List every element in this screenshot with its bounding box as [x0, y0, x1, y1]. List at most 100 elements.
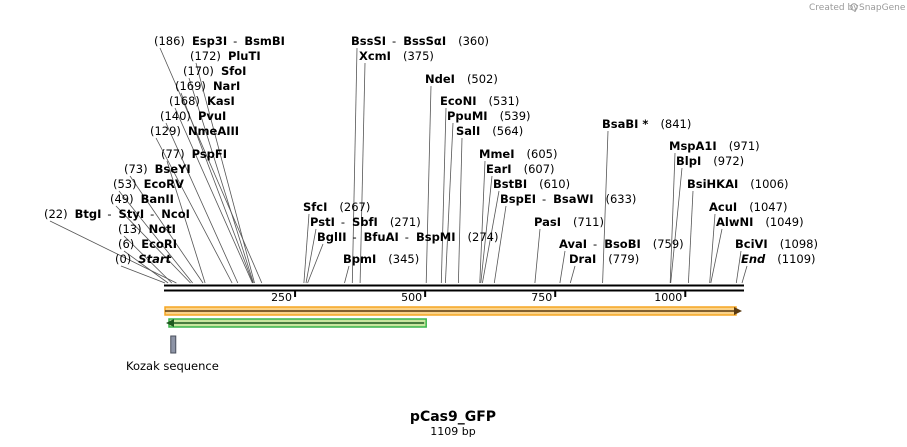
- site-label-bspei-bsawi[interactable]: BspEI - BsaWI (633): [500, 192, 636, 206]
- site-label-sali[interactable]: SalI (564): [456, 124, 523, 138]
- site-label-ecori[interactable]: (6) EcoRI: [118, 237, 177, 251]
- site-label-nari[interactable]: (169) NarI: [175, 79, 240, 93]
- enzyme-name: BsiHKAI: [687, 177, 738, 191]
- site-label-pspfi[interactable]: (77) PspFI: [161, 147, 227, 161]
- enzyme-name: NdeI: [425, 72, 455, 86]
- site-line-mspa1i: [669, 152, 676, 284]
- site-label-alwni[interactable]: AlwNI (1049): [716, 215, 804, 229]
- site-position: (1006): [750, 177, 788, 191]
- credit-brand: SnapGene: [859, 3, 906, 13]
- site-position: (375): [403, 49, 434, 63]
- site-label-btgi-styi-ncoi[interactable]: (22) BtgI - StyI - NcoI: [44, 207, 190, 221]
- site-label-xcmi[interactable]: XcmI (375): [359, 49, 434, 63]
- site-label-bpmi[interactable]: BpmI (345): [343, 252, 419, 266]
- site-position: (633): [605, 192, 636, 206]
- site-position: (1109): [777, 252, 815, 266]
- enzyme-name: BspMI: [416, 230, 456, 244]
- site-label-noti[interactable]: (13) NotI: [118, 222, 176, 236]
- site-label-start[interactable]: (0) Start: [115, 252, 172, 266]
- site-line-ecori: [123, 250, 169, 284]
- site-label-nmeaiii[interactable]: (129) NmeAIII: [150, 124, 239, 138]
- site-label-sfoi[interactable]: (170) SfoI: [183, 64, 246, 78]
- site-label-bsabi[interactable]: BsaBI * (841): [602, 117, 691, 131]
- site-line-alwni: [710, 228, 723, 284]
- site-label-bcivi[interactable]: BciVI (1098): [735, 237, 818, 251]
- site-label-kasi[interactable]: (168) KasI: [169, 94, 235, 108]
- enzyme-name: BtgI: [75, 207, 102, 221]
- site-label-mmei[interactable]: MmeI (605): [479, 147, 557, 161]
- site-label-drai[interactable]: DraI (779): [569, 252, 639, 266]
- site-line-banii: [115, 205, 191, 284]
- enzyme-name: PstI: [310, 215, 335, 229]
- site-label-bsihkai[interactable]: BsiHKAI (1006): [687, 177, 789, 191]
- plasmid-title: pCas9_GFP: [410, 409, 496, 425]
- site-label-pvui[interactable]: (140) PvuI: [160, 109, 226, 123]
- site-label-ppumi[interactable]: PpuMI (539): [447, 109, 531, 123]
- site-label-mspa1i[interactable]: MspA1I (971): [669, 139, 760, 153]
- enzyme-name: XcmI: [359, 49, 391, 63]
- snapgene-logo-icon: [850, 3, 858, 11]
- enzyme-name: SalI: [456, 124, 480, 138]
- site-line-pspfi: [166, 160, 206, 284]
- site-position: (170): [183, 64, 214, 78]
- enzyme-name: BciVI: [735, 237, 768, 251]
- site-label-end[interactable]: End (1109): [741, 252, 816, 266]
- site-label-avai-bsobi[interactable]: AvaI - BsoBI (759): [559, 237, 684, 251]
- site-position: (267): [339, 200, 370, 214]
- ruler-ticks: 250 500 750 1000: [271, 291, 687, 304]
- site-label-blpi[interactable]: BlpI (972): [676, 154, 744, 168]
- site-line-eari: [480, 175, 493, 284]
- site-line-avai-bsobi: [559, 250, 566, 284]
- site-line-end: [741, 265, 748, 284]
- site-position: (711): [573, 215, 604, 229]
- site-label-ndei[interactable]: NdeI (502): [425, 72, 498, 86]
- site-line-pasi: [534, 228, 541, 284]
- site-label-pasi[interactable]: PasI (711): [534, 215, 604, 229]
- site-line-mmei: [479, 160, 486, 284]
- enzyme-name: AlwNI: [716, 215, 753, 229]
- site-label-eari[interactable]: EarI (607): [486, 162, 555, 176]
- enzyme-name: BsaBI *: [602, 117, 648, 131]
- site-label-sfci[interactable]: SfcI (267): [303, 200, 370, 214]
- site-line-esp3i-bsmbi: [159, 47, 263, 284]
- site-line-kasi: [174, 107, 253, 284]
- site-label-psti-sbfi[interactable]: PstI - SbfI (271): [310, 215, 421, 229]
- enzyme-name: MmeI: [479, 147, 515, 161]
- enzyme-name: MspA1I: [669, 139, 717, 153]
- enzyme-name: BssSαI: [403, 34, 446, 48]
- site-label-acui[interactable]: AcuI (1047): [709, 200, 787, 214]
- orange-feature-arrowhead: [734, 307, 742, 315]
- enzyme-name: BpmI: [343, 252, 376, 266]
- site-label-econi[interactable]: EcoNI (531): [440, 94, 519, 108]
- site-label-banii[interactable]: (49) BanII: [110, 192, 174, 206]
- site-label-pluti[interactable]: (172) PluTI: [190, 49, 261, 63]
- plasmid-length: 1109 bp: [430, 425, 475, 438]
- enzyme-name: NmeAIII: [188, 124, 239, 138]
- site-lines: [49, 47, 748, 284]
- site-line-bpmi: [344, 265, 350, 284]
- kozak-label: Kozak sequence: [126, 359, 219, 373]
- site-position: (73): [124, 162, 148, 176]
- credit-prefix: Created by: [809, 3, 859, 13]
- site-label-bglii-bfuai-bspmi[interactable]: BglII - BfuAI - BspMI (274): [317, 230, 498, 244]
- site-label-ecorv[interactable]: (53) EcoRV: [113, 177, 184, 191]
- site-position: (841): [660, 117, 691, 131]
- enzyme-name: BfuAI: [364, 230, 399, 244]
- kozak-feature-box[interactable]: [170, 335, 177, 354]
- site-position: (1049): [765, 215, 803, 229]
- enzyme-name: EcoNI: [440, 94, 476, 108]
- site-line-noti: [123, 235, 173, 284]
- site-line-ppumi: [445, 122, 454, 284]
- site-position: (53): [113, 177, 137, 191]
- site-label-bsssi-bsss-i[interactable]: BssSI - BssSαI (360): [351, 34, 489, 48]
- site-label-bseyi[interactable]: (73) BseYI: [124, 162, 191, 176]
- site-position: (169): [175, 79, 206, 93]
- site-position: (271): [390, 215, 421, 229]
- enzyme-name: BlpI: [676, 154, 701, 168]
- site-position: (1098): [780, 237, 818, 251]
- site-position: (1047): [749, 200, 787, 214]
- enzyme-name: AvaI: [559, 237, 587, 251]
- enzyme-name: StyI: [119, 207, 145, 221]
- site-label-esp3i-bsmbi[interactable]: (186) Esp3I - BsmBI: [154, 34, 285, 48]
- site-label-bstbi[interactable]: BstBI (610): [493, 177, 570, 191]
